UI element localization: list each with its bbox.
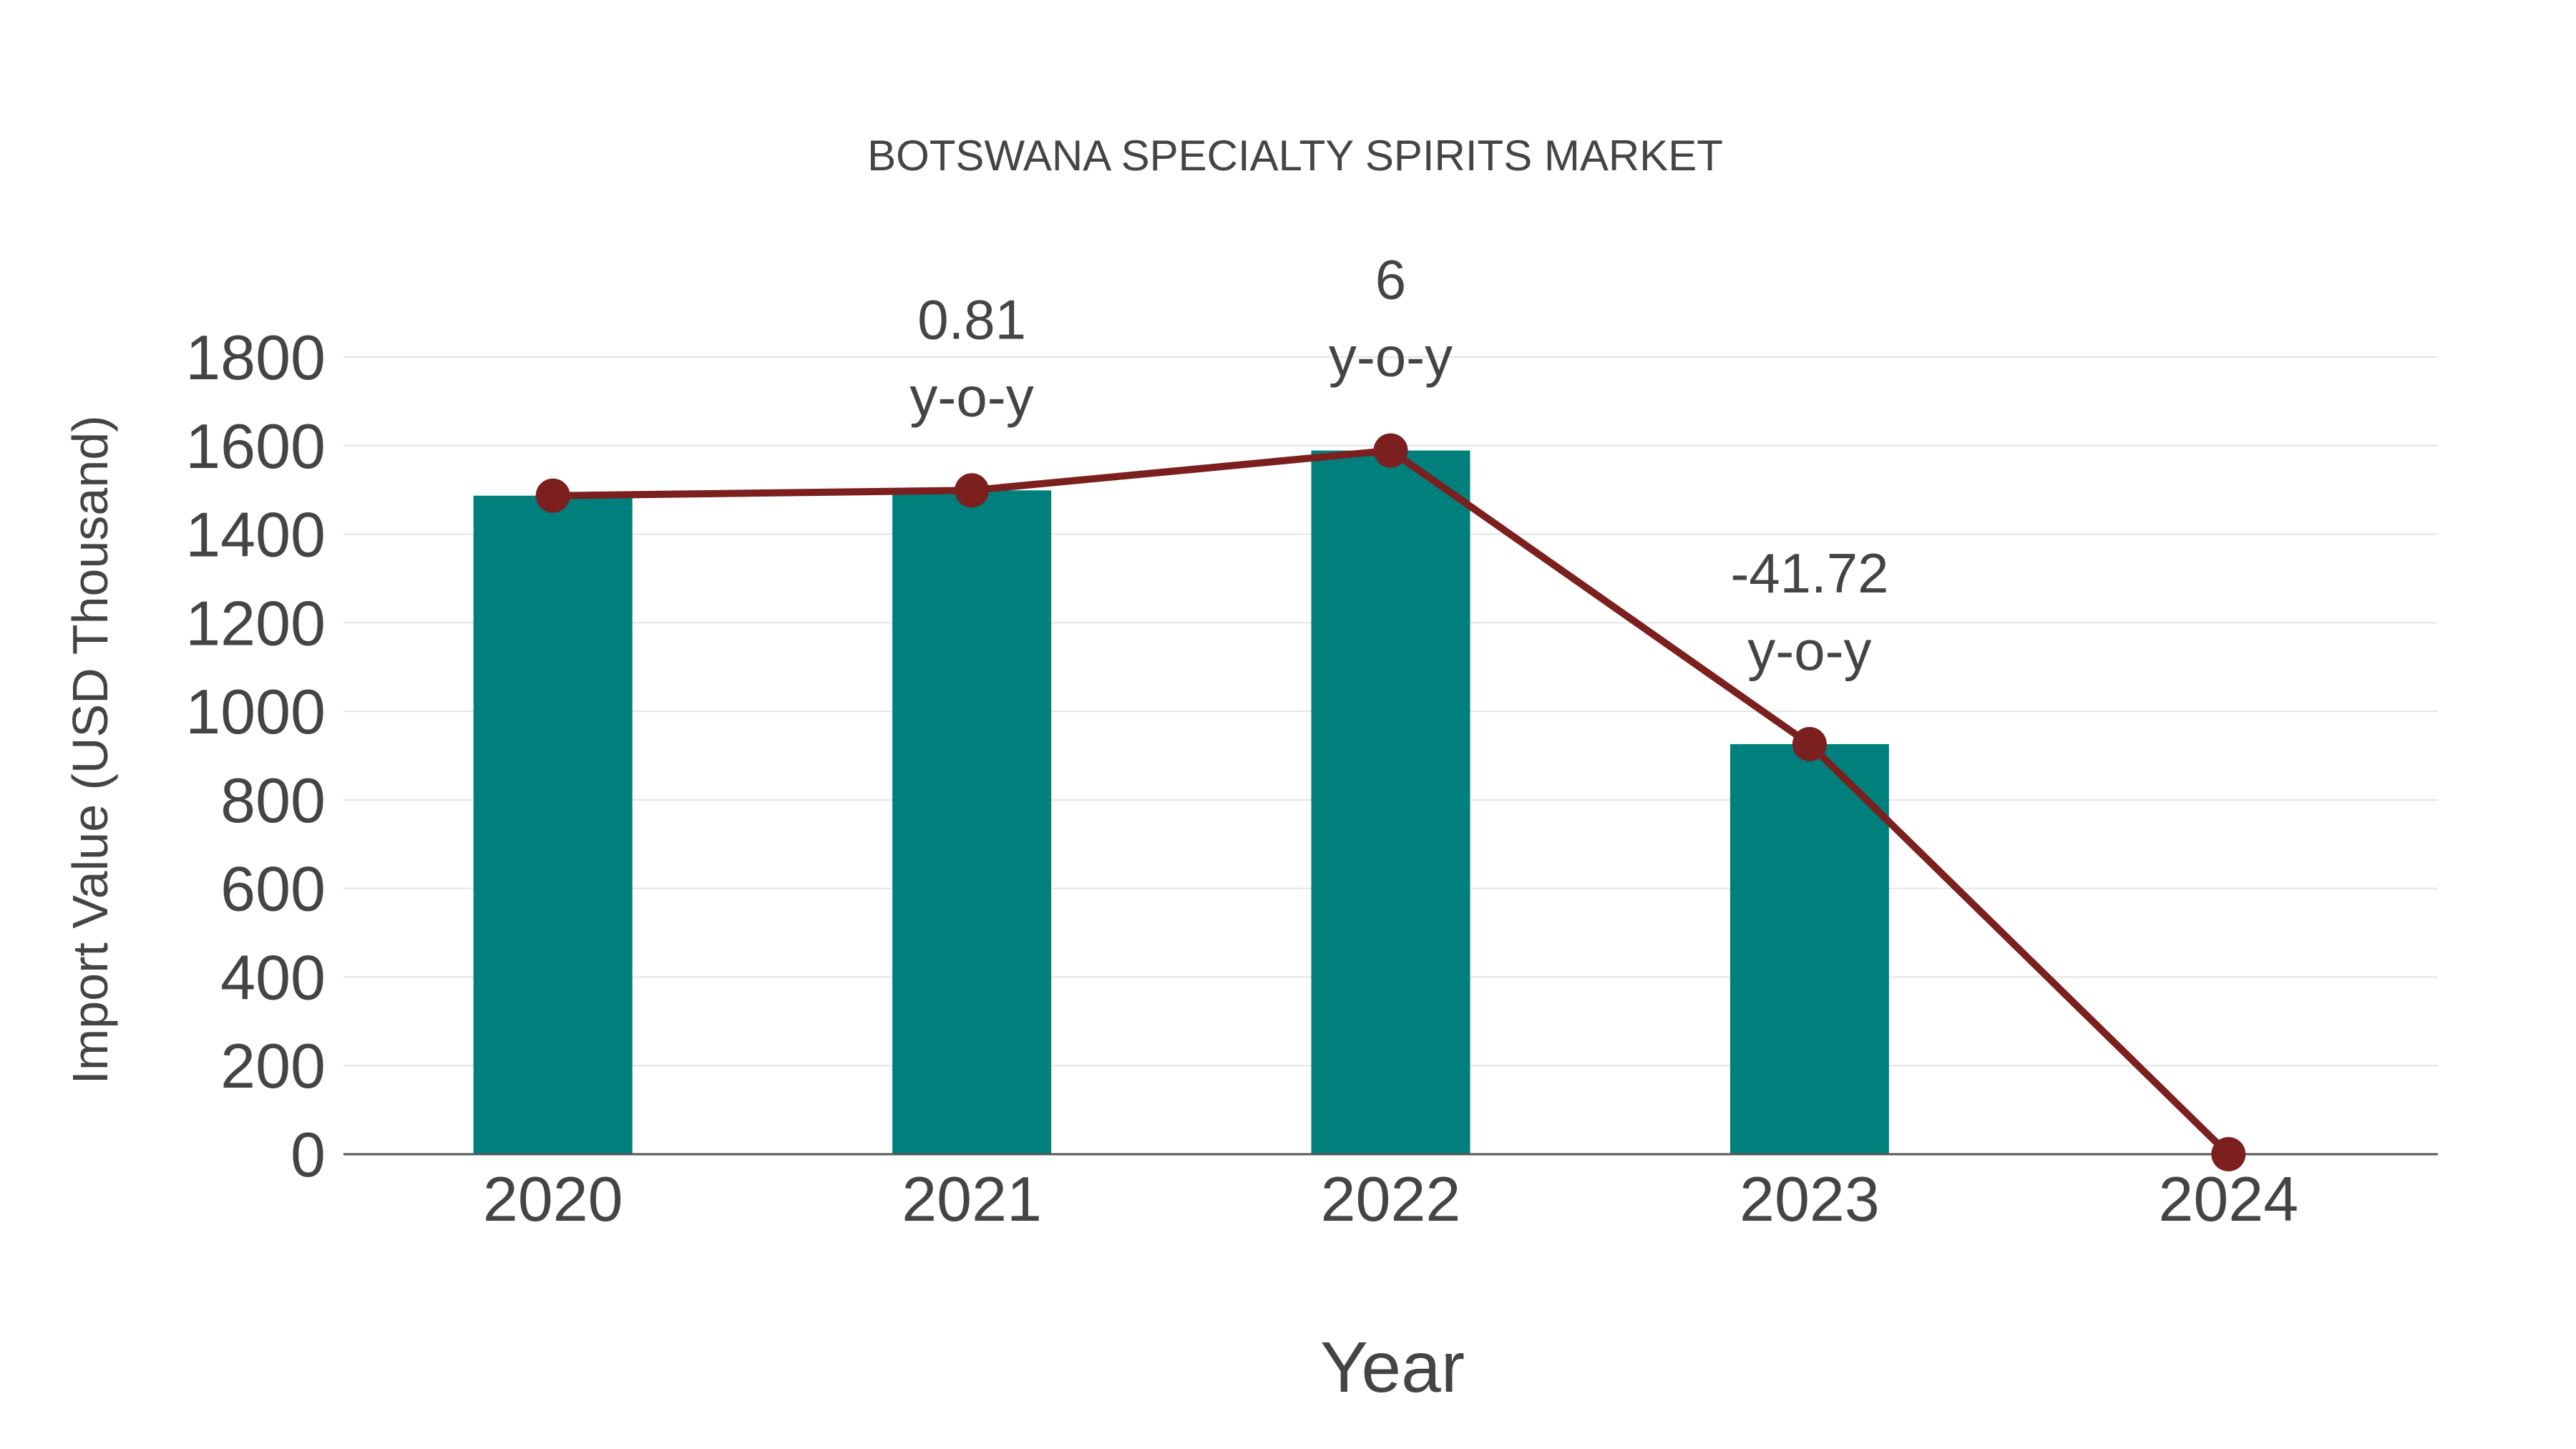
y-tick-label: 200 (220, 1030, 326, 1101)
x-axis-title: Year (1320, 1327, 1465, 1407)
bar (1311, 450, 1470, 1154)
y-tick-label: 0 (291, 1119, 326, 1190)
y-tick-label: 400 (220, 942, 326, 1013)
chart-title: BOTSWANA SPECIALTY SPIRITS MARKET (867, 132, 1723, 180)
line-series (535, 433, 2246, 1171)
y-tick-label: 600 (220, 854, 326, 924)
x-tick-label: 2021 (902, 1163, 1042, 1234)
x-tick-label: 2020 (483, 1163, 623, 1234)
line-point (1373, 433, 1408, 468)
annotation-suffix: y-o-y (1747, 619, 1871, 682)
bar (1729, 743, 1889, 1154)
y-axis-title: Import Value (USD Thousand) (62, 415, 118, 1084)
line-point (1792, 726, 1827, 761)
annotation-value: 6 (1375, 248, 1406, 311)
annotation-suffix: y-o-y (1329, 326, 1453, 389)
y-tick-label: 1600 (185, 411, 326, 482)
y-tick-labels: 0 200 400 600 800 1000 1200 1400 1600 1800 (185, 322, 326, 1190)
bar (473, 495, 633, 1154)
line-point (2211, 1137, 2246, 1171)
x-tick-label: 2022 (1321, 1163, 1461, 1234)
annotation-suffix: y-o-y (909, 365, 1033, 428)
y-tick-label: 1000 (185, 676, 326, 747)
x-tick-labels: 2020 2021 2022 2023 2024 (483, 1163, 2298, 1234)
x-tick-label: 2024 (2158, 1163, 2298, 1234)
line-point (955, 473, 990, 508)
y-tick-label: 1200 (185, 587, 326, 658)
bar (892, 490, 1052, 1154)
annotations: 0.81 y-o-y 6 y-o-y -41.72 y-o-y (909, 248, 1888, 682)
annotation-value: -41.72 (1730, 542, 1888, 605)
y-tick-label: 1400 (185, 499, 326, 570)
x-tick-label: 2023 (1740, 1163, 1880, 1234)
bars (473, 450, 1889, 1154)
annotation-value: 0.81 (917, 288, 1026, 351)
y-tick-label: 1800 (185, 322, 326, 393)
line-point (535, 478, 570, 513)
y-tick-label: 800 (220, 765, 326, 836)
